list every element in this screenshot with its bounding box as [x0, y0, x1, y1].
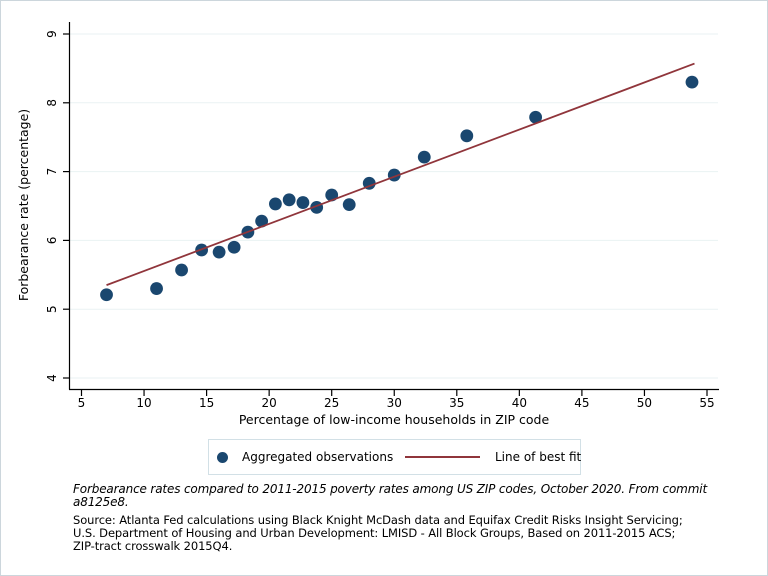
x-tick-label: 10	[136, 396, 151, 410]
source-line-2: U.S. Department of Housing and Urban Dev…	[73, 526, 676, 540]
scatter-point	[175, 263, 188, 277]
legend-scatter-marker-icon	[217, 452, 228, 463]
x-axis-title: Percentage of low-income households in Z…	[239, 412, 550, 427]
x-tick-label: 50	[637, 396, 652, 410]
y-tick-label: 5	[45, 305, 59, 313]
scatter-point	[529, 110, 543, 124]
scatter-point	[269, 197, 282, 211]
x-tick-label: 40	[512, 396, 527, 410]
x-tick-label: 55	[699, 396, 714, 410]
legend-label-best-fit: Line of best fit	[495, 450, 582, 464]
source-note: Source: Atlanta Fed calculations using B…	[73, 514, 743, 553]
x-tick-label: 45	[574, 396, 589, 410]
scatter-point	[150, 282, 163, 295]
x-tick-label: 15	[199, 396, 214, 410]
caption-line-1: Forbearance rates compared to 2011-2015 …	[73, 482, 707, 496]
scatter-point	[282, 193, 296, 207]
y-tick-label: 8	[45, 99, 59, 107]
caption-line-2: a8125e8.	[73, 495, 129, 509]
y-tick-label: 4	[45, 374, 59, 382]
scatter-point	[685, 75, 699, 89]
scatter-point	[460, 129, 474, 143]
y-tick-label: 6	[45, 237, 59, 245]
scatter-point	[227, 240, 241, 254]
x-tick-label: 5	[78, 396, 86, 410]
scatter-point	[342, 198, 356, 212]
x-tick-label: 30	[387, 396, 402, 410]
x-tick-label: 25	[324, 396, 339, 410]
y-axis-title: Forbearance rate (percentage)	[16, 109, 31, 301]
legend-box: Aggregated observations Line of best fit	[208, 439, 581, 475]
source-line-1: Source: Atlanta Fed calculations using B…	[73, 513, 683, 527]
x-tick-label: 20	[262, 396, 277, 410]
scatter-point	[296, 196, 310, 209]
legend-line-marker-icon	[405, 456, 480, 458]
source-line-3: ZIP-tract crosswalk 2015Q4.	[73, 539, 233, 553]
scatter-point	[255, 214, 269, 228]
chart-caption: Forbearance rates compared to 2011-2015 …	[73, 483, 743, 509]
x-tick-label: 35	[449, 396, 464, 410]
legend-label-observations: Aggregated observations	[242, 450, 394, 464]
scatter-point	[100, 288, 113, 302]
scatter-point	[212, 245, 226, 259]
y-tick-label: 9	[45, 30, 59, 38]
best-fit-line	[106, 62, 695, 286]
scatter-point	[417, 150, 431, 164]
y-tick-label: 7	[45, 168, 59, 176]
